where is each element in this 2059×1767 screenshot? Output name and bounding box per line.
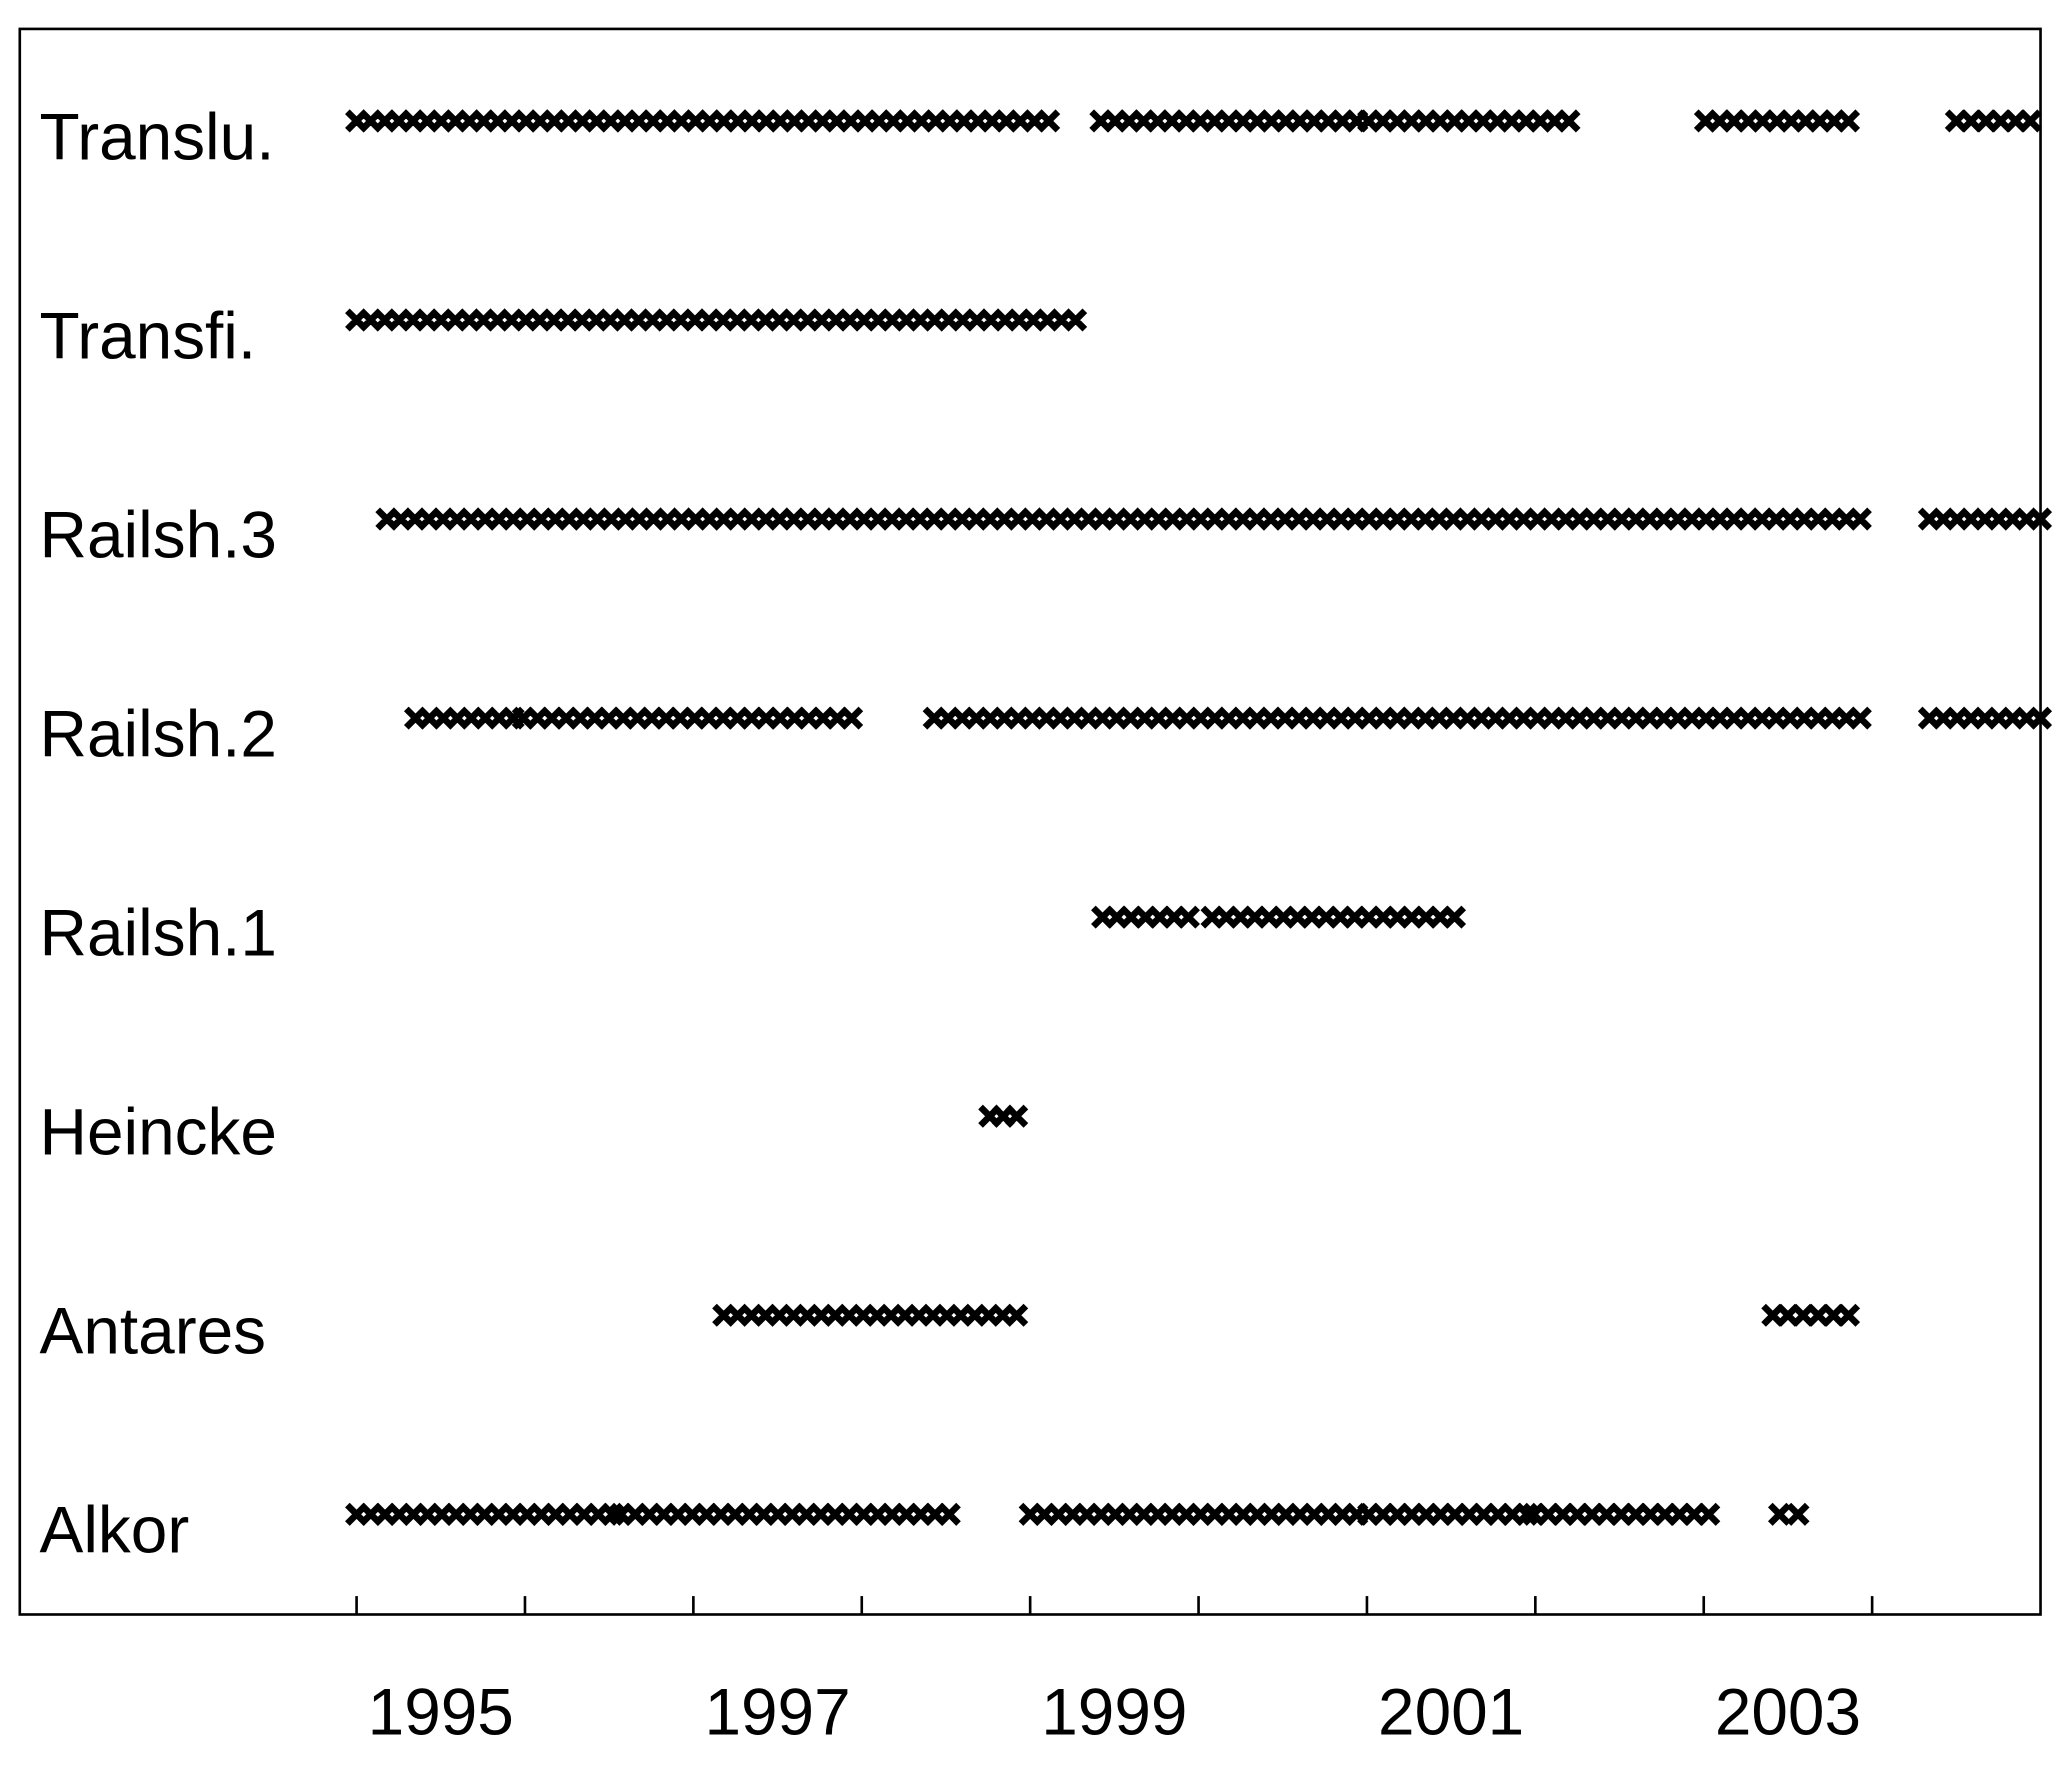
- x-tick-label: 1999: [1041, 1674, 1187, 1748]
- segment-markers: [609, 1502, 961, 1526]
- row-label: Railsh.1: [40, 896, 277, 970]
- plot-frame: [18, 27, 2042, 1616]
- segment-markers: [1357, 109, 1581, 133]
- segment-markers: [1357, 1502, 1539, 1526]
- segment-markers: [922, 706, 1872, 730]
- row-label: Transfi.: [40, 298, 257, 372]
- segment-markers: [1917, 706, 2053, 730]
- segment-markers: [345, 109, 1061, 133]
- segment-markers: [1522, 1502, 1721, 1526]
- segment-markers: [345, 1502, 625, 1526]
- row-label: Railsh.3: [40, 497, 277, 571]
- x-tick-label: 2003: [1715, 1674, 1861, 1748]
- x-tick-label: 2001: [1378, 1674, 1524, 1748]
- row-label: Alkor: [40, 1493, 190, 1567]
- segment-markers: [1917, 507, 2053, 531]
- row-label: Railsh.2: [40, 697, 277, 771]
- segment-markers: [1018, 1502, 1369, 1526]
- segment-markers: [1944, 109, 2042, 133]
- segment-markers: [1200, 905, 1467, 929]
- segment-markers: [1693, 109, 1861, 133]
- segment-markers: [1089, 109, 1369, 133]
- x-tick-label: 1997: [704, 1674, 850, 1748]
- segment-markers: [375, 507, 1872, 531]
- segment-markers: [1761, 1303, 1861, 1327]
- segment-markers: [345, 308, 1088, 332]
- segment-markers: [978, 1104, 1029, 1128]
- segment-markers: [403, 706, 525, 730]
- row-label: Translu.: [40, 99, 275, 173]
- segment-markers: [511, 706, 864, 730]
- segment-markers: [712, 1303, 1029, 1327]
- row-label: Antares: [40, 1294, 266, 1368]
- segment-markers: [1091, 905, 1200, 929]
- segment-markers: [1767, 1502, 1810, 1526]
- row-label: Heincke: [40, 1095, 277, 1169]
- x-tick-label: 1995: [368, 1674, 514, 1748]
